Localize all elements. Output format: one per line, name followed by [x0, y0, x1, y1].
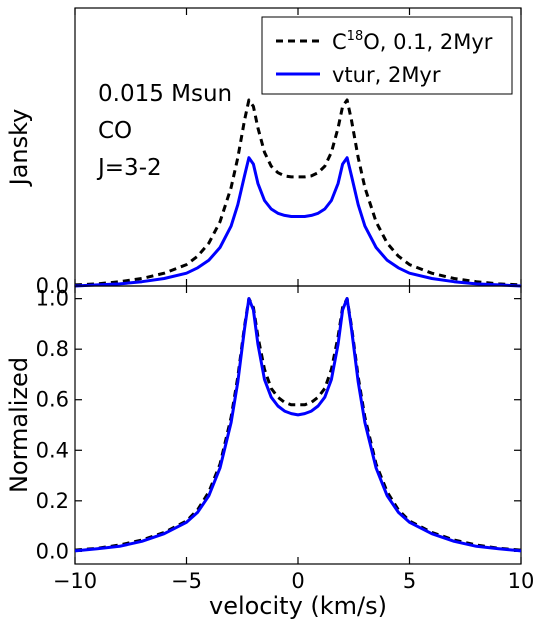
y-tick-label: 0.0: [36, 274, 69, 298]
x-tick-label: −5: [171, 569, 202, 593]
legend-box: [261, 16, 513, 95]
y-tick-label: 1.0: [36, 287, 69, 311]
x-tick-label: 10: [508, 569, 535, 593]
y-tick-label: 0.4: [36, 438, 69, 462]
legend-label: vtur, 2Myr: [332, 63, 441, 87]
annotation-text: J=3-2: [96, 155, 162, 181]
series-line-vtur-top: [74, 156, 522, 288]
annotation-text: CO: [98, 118, 132, 144]
series-line-c18o-bottom: [74, 297, 522, 552]
y-tick-label: 0.2: [36, 489, 69, 513]
y-axis-title-top: Jansky: [5, 109, 33, 188]
y-axis-title-bottom: Normalized: [5, 357, 33, 493]
x-tick-label: 0: [291, 569, 304, 593]
series-line-vtur-bottom: [74, 297, 522, 553]
series-line-c18o-top: [74, 98, 522, 287]
x-tick-label: −10: [53, 569, 97, 593]
y-tick-label: 0.6: [36, 388, 69, 412]
axes-frame-bottom: [74, 285, 522, 565]
y-tick-label: 0.0: [36, 539, 69, 563]
annotation-text: 0.015 Msun: [98, 81, 232, 107]
x-axis-title: velocity (km/s): [209, 592, 387, 620]
legend-label: C18O, 0.1, 2Myr: [332, 29, 493, 54]
y-tick-label: 0.8: [36, 337, 69, 361]
x-tick-label: 5: [403, 569, 416, 593]
